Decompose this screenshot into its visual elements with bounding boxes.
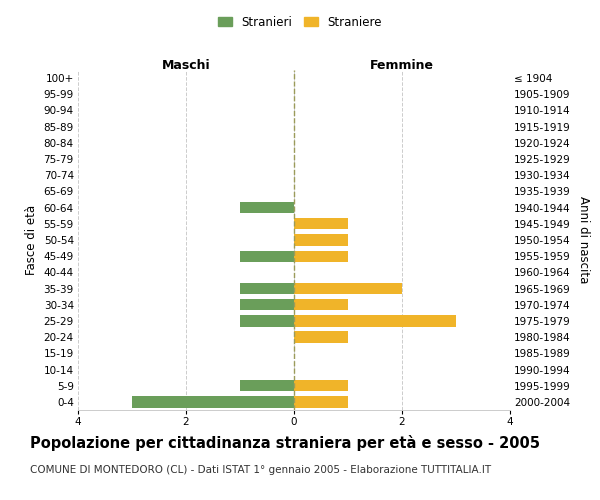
Y-axis label: Anni di nascita: Anni di nascita [577,196,590,284]
Bar [294,250,348,262]
Bar [294,380,348,392]
Bar [294,396,348,407]
Text: Femmine: Femmine [370,58,434,71]
Bar [294,332,348,343]
Bar [132,396,294,407]
Bar [294,316,456,326]
Y-axis label: Fasce di età: Fasce di età [25,205,38,275]
Bar [240,299,294,310]
Bar [240,202,294,213]
Bar [240,316,294,326]
Text: Popolazione per cittadinanza straniera per età e sesso - 2005: Popolazione per cittadinanza straniera p… [30,435,540,451]
Bar [294,218,348,230]
Text: COMUNE DI MONTEDORO (CL) - Dati ISTAT 1° gennaio 2005 - Elaborazione TUTTITALIA.: COMUNE DI MONTEDORO (CL) - Dati ISTAT 1°… [30,465,491,475]
Bar [240,283,294,294]
Text: Maschi: Maschi [161,58,211,71]
Bar [240,380,294,392]
Bar [294,234,348,246]
Bar [294,299,348,310]
Legend: Stranieri, Straniere: Stranieri, Straniere [213,11,387,34]
Bar [294,283,402,294]
Bar [240,250,294,262]
